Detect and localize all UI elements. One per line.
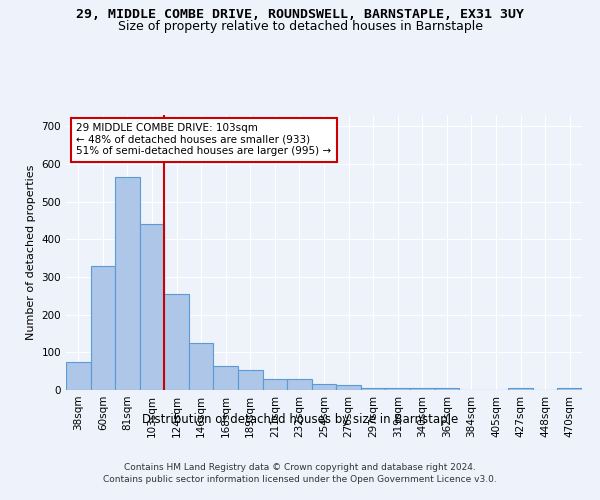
Bar — [214, 366, 238, 390]
Bar — [508, 388, 533, 390]
Bar — [189, 343, 214, 390]
Bar — [557, 388, 582, 390]
Bar — [434, 388, 459, 390]
Bar — [140, 224, 164, 390]
Bar — [361, 388, 385, 390]
Y-axis label: Number of detached properties: Number of detached properties — [26, 165, 36, 340]
Bar — [115, 177, 140, 390]
Bar — [287, 380, 312, 390]
Bar — [164, 294, 189, 390]
Text: Contains HM Land Registry data © Crown copyright and database right 2024.
Contai: Contains HM Land Registry data © Crown c… — [103, 462, 497, 484]
Bar — [336, 385, 361, 390]
Bar — [66, 362, 91, 390]
Bar — [312, 384, 336, 390]
Bar — [238, 370, 263, 390]
Text: Distribution of detached houses by size in Barnstaple: Distribution of detached houses by size … — [142, 412, 458, 426]
Text: 29 MIDDLE COMBE DRIVE: 103sqm
← 48% of detached houses are smaller (933)
51% of : 29 MIDDLE COMBE DRIVE: 103sqm ← 48% of d… — [76, 123, 331, 156]
Text: 29, MIDDLE COMBE DRIVE, ROUNDSWELL, BARNSTAPLE, EX31 3UY: 29, MIDDLE COMBE DRIVE, ROUNDSWELL, BARN… — [76, 8, 524, 20]
Bar — [385, 388, 410, 390]
Bar — [91, 266, 115, 390]
Bar — [410, 388, 434, 390]
Text: Size of property relative to detached houses in Barnstaple: Size of property relative to detached ho… — [118, 20, 482, 33]
Bar — [263, 380, 287, 390]
